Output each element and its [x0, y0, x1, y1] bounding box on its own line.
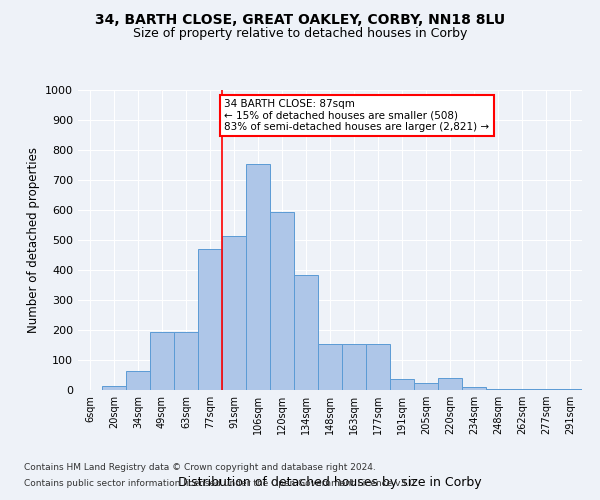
Bar	[414, 384, 438, 390]
Bar	[366, 344, 390, 390]
Bar	[294, 274, 318, 390]
Bar	[150, 332, 174, 390]
Bar	[174, 332, 198, 390]
X-axis label: Distribution of detached houses by size in Corby: Distribution of detached houses by size …	[178, 476, 482, 489]
Bar	[438, 378, 462, 390]
Bar	[126, 371, 150, 390]
Text: Contains HM Land Registry data © Crown copyright and database right 2024.: Contains HM Land Registry data © Crown c…	[24, 464, 376, 472]
Text: Size of property relative to detached houses in Corby: Size of property relative to detached ho…	[133, 28, 467, 40]
Bar	[342, 344, 366, 390]
Text: 34, BARTH CLOSE, GREAT OAKLEY, CORBY, NN18 8LU: 34, BARTH CLOSE, GREAT OAKLEY, CORBY, NN…	[95, 12, 505, 26]
Y-axis label: Number of detached properties: Number of detached properties	[26, 147, 40, 333]
Bar	[246, 164, 270, 390]
Text: Contains public sector information licensed under the Open Government Licence v3: Contains public sector information licen…	[24, 478, 418, 488]
Text: 34 BARTH CLOSE: 87sqm
← 15% of detached houses are smaller (508)
83% of semi-det: 34 BARTH CLOSE: 87sqm ← 15% of detached …	[224, 99, 490, 132]
Bar	[318, 344, 342, 390]
Bar	[486, 388, 510, 390]
Bar	[270, 212, 294, 390]
Bar	[222, 236, 246, 390]
Bar	[102, 386, 126, 390]
Bar	[390, 378, 414, 390]
Bar	[198, 249, 222, 390]
Bar	[462, 387, 486, 390]
